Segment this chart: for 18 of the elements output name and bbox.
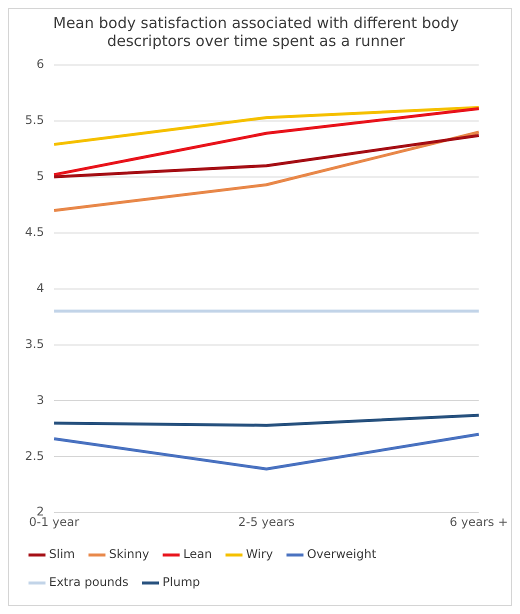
legend-label: Slim: [49, 547, 75, 562]
y-tick-label: 4: [36, 280, 44, 295]
y-tick-label: 5.5: [24, 113, 44, 128]
legend-label: Lean: [183, 547, 212, 562]
legend-label: Skinny: [108, 547, 150, 562]
y-tick-label: 6: [36, 57, 44, 72]
y-tick-label: 2.5: [24, 448, 44, 463]
x-tick-label: 6 years +: [450, 514, 508, 529]
legend-label: Plump: [162, 575, 200, 590]
y-tick-label: 4.5: [24, 224, 44, 239]
legend-label: Overweight: [306, 547, 377, 562]
legend-label: Wiry: [246, 547, 273, 562]
y-tick-label: 5: [36, 169, 44, 184]
legend-label: Extra pounds: [49, 575, 129, 590]
y-tick-label: 3: [36, 392, 44, 407]
chart-title: Mean body satisfaction associated with different body descriptors over time spent as a runner: [53, 14, 459, 50]
y-tick-label: 3.5: [24, 336, 44, 351]
x-tick-label: 2-5 years: [238, 514, 295, 529]
